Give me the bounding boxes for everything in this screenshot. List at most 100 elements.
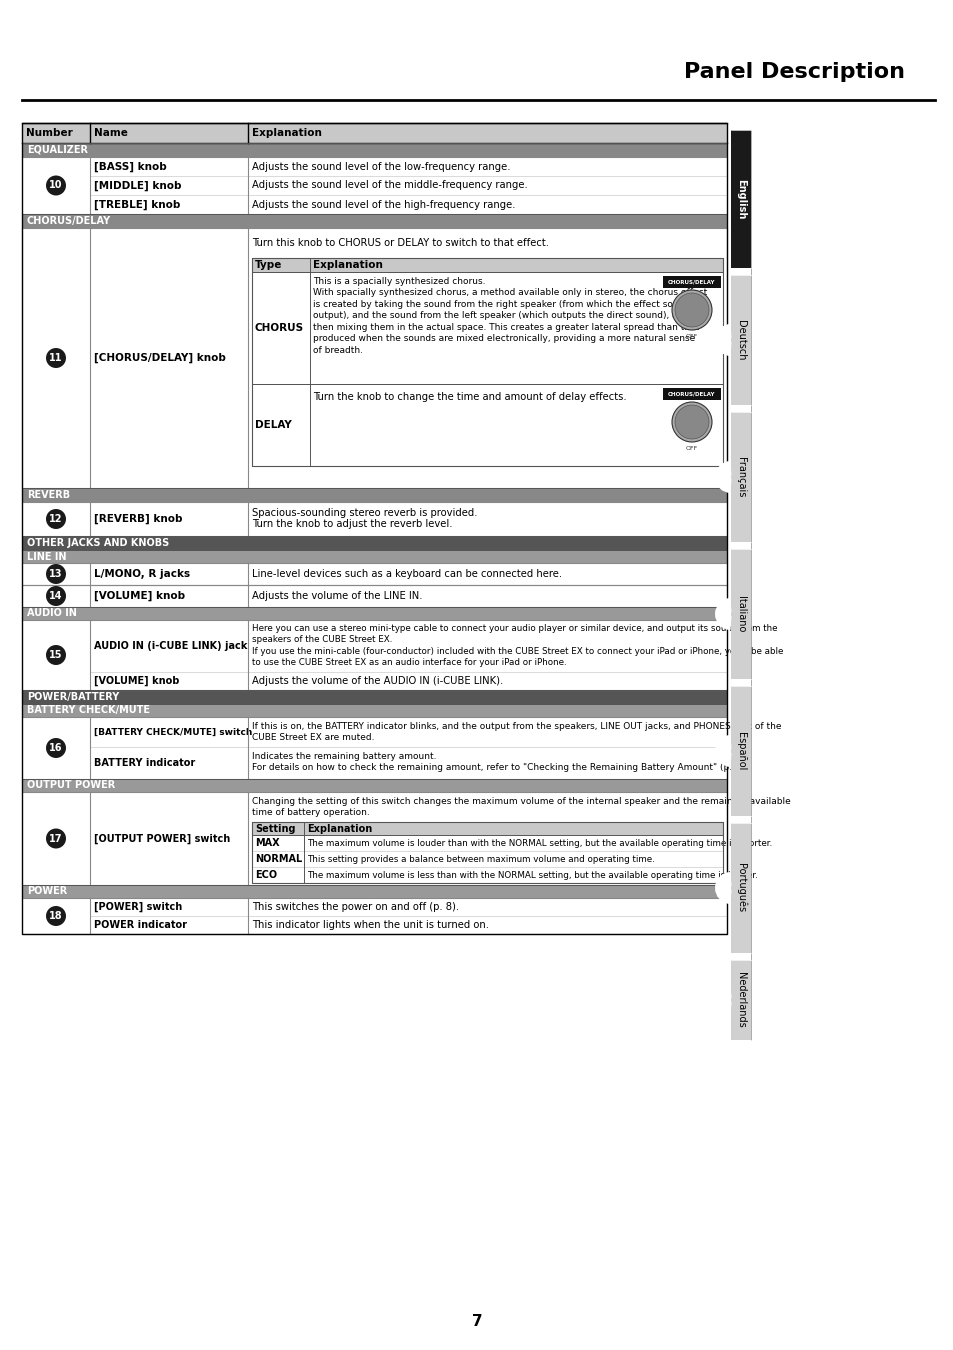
Bar bbox=[22, 898, 726, 934]
Text: Português: Português bbox=[735, 864, 745, 913]
Text: 18: 18 bbox=[50, 911, 63, 921]
Bar bbox=[252, 271, 722, 383]
Text: [REVERB] knob: [REVERB] knob bbox=[94, 514, 182, 524]
Text: Type: Type bbox=[254, 261, 282, 270]
Text: [CHORUS/DELAY] knob: [CHORUS/DELAY] knob bbox=[94, 352, 226, 363]
Bar bbox=[662, 387, 720, 400]
Text: BATTERY indicator: BATTERY indicator bbox=[94, 757, 195, 768]
Bar bbox=[22, 143, 726, 157]
Text: CHORUS/DELAY: CHORUS/DELAY bbox=[27, 216, 111, 225]
Text: Adjusts the volume of the LINE IN.: Adjusts the volume of the LINE IN. bbox=[252, 591, 422, 601]
Text: REVERB: REVERB bbox=[27, 490, 71, 500]
Bar bbox=[22, 549, 726, 563]
Text: LINE IN: LINE IN bbox=[27, 552, 67, 562]
Text: CHORUS: CHORUS bbox=[254, 323, 304, 333]
Text: 14: 14 bbox=[50, 591, 63, 601]
Text: 17: 17 bbox=[50, 833, 63, 844]
Circle shape bbox=[675, 405, 708, 439]
Bar bbox=[22, 608, 726, 620]
Text: OFF: OFF bbox=[685, 333, 698, 339]
Text: POWER: POWER bbox=[27, 887, 67, 896]
Text: The maximum volume is louder than with the NORMAL setting, but the available ope: The maximum volume is louder than with t… bbox=[307, 838, 771, 848]
Text: Turn this knob to CHORUS or DELAY to switch to that effect.: Turn this knob to CHORUS or DELAY to swi… bbox=[252, 238, 548, 248]
Circle shape bbox=[46, 348, 66, 369]
Circle shape bbox=[46, 738, 66, 757]
Text: Explanation: Explanation bbox=[252, 128, 321, 138]
Text: This switches the power on and off (p. 8).: This switches the power on and off (p. 8… bbox=[252, 902, 458, 913]
Text: 16: 16 bbox=[50, 743, 63, 753]
Text: OFF: OFF bbox=[685, 446, 698, 451]
Circle shape bbox=[671, 290, 711, 329]
Bar bbox=[730, 549, 750, 679]
Text: 12: 12 bbox=[50, 514, 63, 524]
Bar bbox=[252, 836, 722, 850]
Bar bbox=[22, 228, 726, 487]
Text: Number: Number bbox=[26, 128, 72, 138]
Text: CHORUS/DELAY: CHORUS/DELAY bbox=[667, 279, 715, 285]
Bar bbox=[252, 822, 722, 883]
Bar bbox=[22, 563, 726, 585]
Bar bbox=[252, 867, 722, 883]
Text: Adjusts the sound level of the low-frequency range.: Adjusts the sound level of the low-frequ… bbox=[252, 162, 510, 171]
Text: Nederlands: Nederlands bbox=[735, 972, 745, 1027]
Text: English: English bbox=[735, 178, 745, 219]
Circle shape bbox=[46, 829, 66, 849]
Bar bbox=[730, 686, 750, 815]
Bar bbox=[22, 792, 726, 886]
Text: Español: Español bbox=[735, 732, 745, 771]
Circle shape bbox=[46, 176, 66, 196]
Text: [VOLUME] knob: [VOLUME] knob bbox=[94, 676, 179, 686]
Text: Italiano: Italiano bbox=[735, 595, 745, 632]
Text: Adjusts the sound level of the middle-frequency range.: Adjusts the sound level of the middle-fr… bbox=[252, 181, 527, 190]
Text: [VOLUME] knob: [VOLUME] knob bbox=[94, 591, 185, 601]
Circle shape bbox=[46, 645, 66, 666]
Bar bbox=[22, 157, 726, 215]
Text: [POWER] switch: [POWER] switch bbox=[94, 902, 182, 913]
Circle shape bbox=[46, 509, 66, 529]
Text: POWER indicator: POWER indicator bbox=[94, 919, 187, 930]
Bar bbox=[730, 412, 750, 541]
Bar bbox=[730, 960, 750, 1040]
Bar bbox=[730, 275, 750, 405]
Bar bbox=[252, 258, 722, 271]
Text: Français: Français bbox=[735, 456, 745, 497]
Text: Explanation: Explanation bbox=[313, 261, 382, 270]
Text: L/MONO, R jacks: L/MONO, R jacks bbox=[94, 568, 190, 579]
Text: [OUTPUT POWER] switch: [OUTPUT POWER] switch bbox=[94, 833, 230, 844]
Text: [BATTERY CHECK/MUTE] switch: [BATTERY CHECK/MUTE] switch bbox=[94, 728, 253, 737]
Circle shape bbox=[675, 293, 708, 327]
Text: [TREBLE] knob: [TREBLE] knob bbox=[94, 200, 180, 209]
Text: 10: 10 bbox=[50, 181, 63, 190]
Bar bbox=[252, 383, 722, 466]
Text: NORMAL: NORMAL bbox=[254, 855, 302, 864]
Text: OTHER JACKS AND KNOBS: OTHER JACKS AND KNOBS bbox=[27, 539, 169, 548]
Text: Name: Name bbox=[94, 128, 128, 138]
Bar bbox=[730, 824, 750, 953]
Circle shape bbox=[46, 564, 66, 585]
Text: Here you can use a stereo mini-type cable to connect your audio player or simila: Here you can use a stereo mini-type cabl… bbox=[252, 624, 782, 667]
Text: [BASS] knob: [BASS] knob bbox=[94, 162, 167, 171]
Text: 11: 11 bbox=[50, 352, 63, 363]
Text: CHORUS/DELAY: CHORUS/DELAY bbox=[667, 392, 715, 397]
Bar bbox=[22, 779, 726, 792]
Text: 13: 13 bbox=[50, 568, 63, 579]
Text: DELAY: DELAY bbox=[254, 420, 292, 431]
Text: EQUALIZER: EQUALIZER bbox=[27, 144, 88, 155]
Text: The maximum volume is less than with the NORMAL setting, but the available opera: The maximum volume is less than with the… bbox=[307, 871, 757, 879]
Text: ECO: ECO bbox=[254, 869, 276, 880]
Bar bbox=[22, 717, 726, 779]
Bar bbox=[22, 123, 726, 934]
Text: [MIDDLE] knob: [MIDDLE] knob bbox=[94, 181, 181, 190]
Text: Turn the knob to change the time and amount of delay effects.: Turn the knob to change the time and amo… bbox=[313, 392, 626, 402]
Text: POWER/BATTERY: POWER/BATTERY bbox=[27, 693, 119, 702]
Bar bbox=[22, 487, 726, 502]
Text: Panel Description: Panel Description bbox=[683, 62, 904, 82]
Text: 15: 15 bbox=[50, 649, 63, 660]
Bar bbox=[22, 703, 726, 717]
Text: Deutsch: Deutsch bbox=[735, 320, 745, 360]
Circle shape bbox=[46, 906, 66, 926]
Text: Explanation: Explanation bbox=[307, 824, 372, 833]
Bar bbox=[252, 850, 722, 867]
Circle shape bbox=[46, 586, 66, 606]
Text: This is a spacially synthesized chorus.
With spacially synthesized chorus, a met: This is a spacially synthesized chorus. … bbox=[313, 277, 706, 355]
